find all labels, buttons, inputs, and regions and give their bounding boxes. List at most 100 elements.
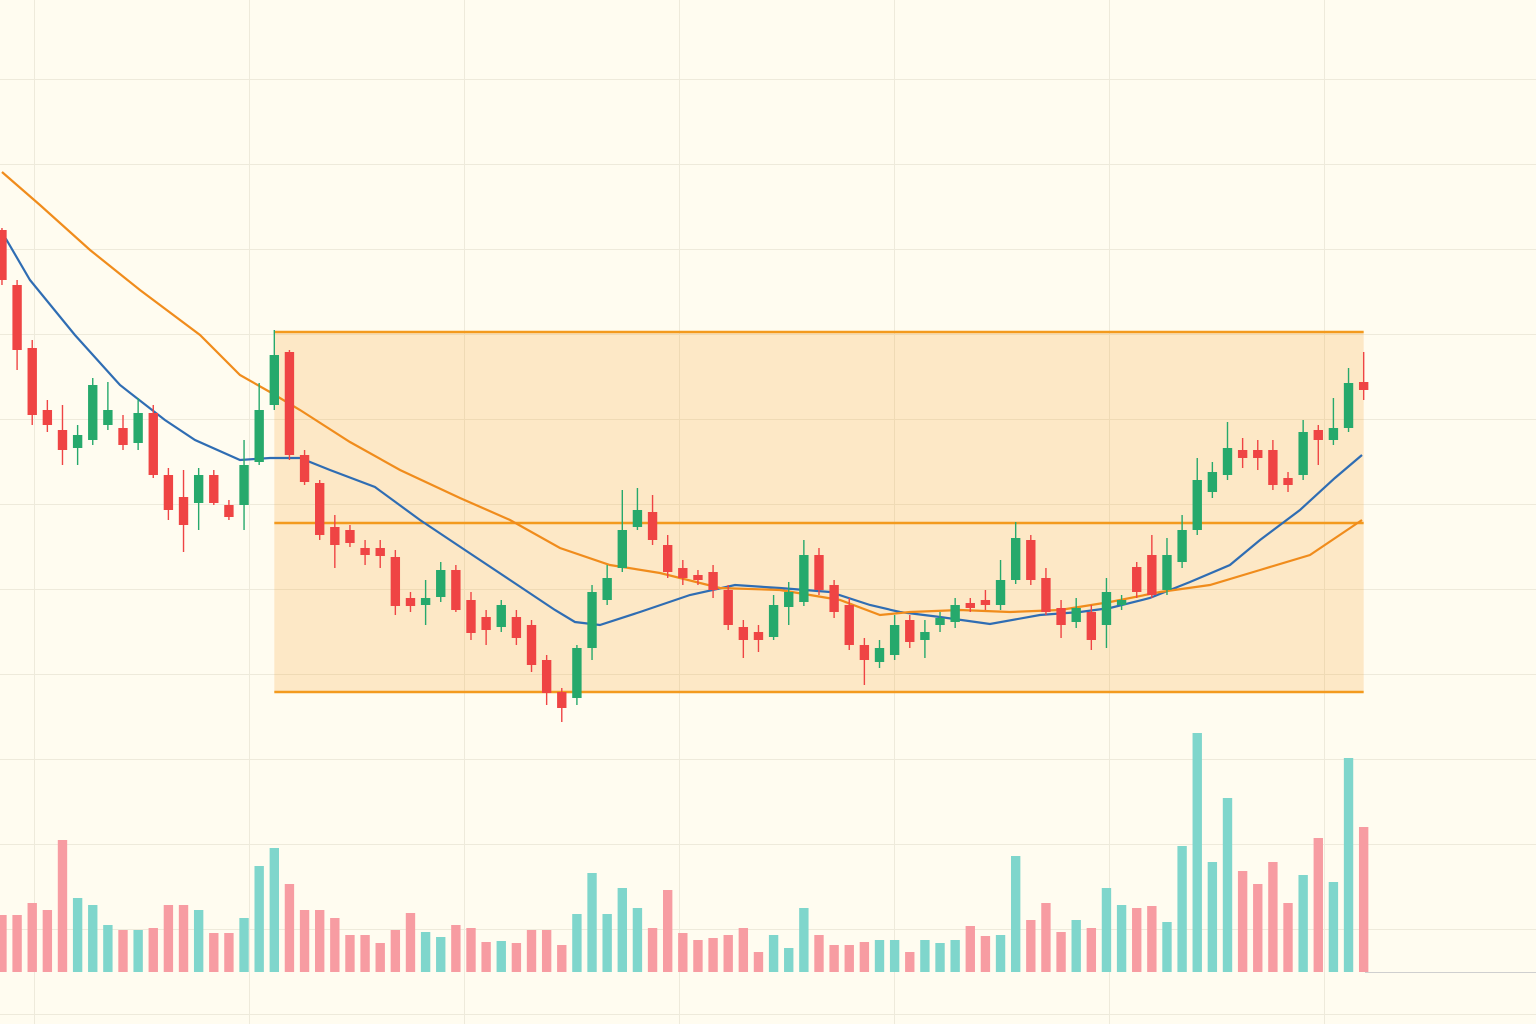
volume-bar [995, 935, 1006, 972]
candle-body [103, 410, 113, 425]
volume-bar [1253, 884, 1263, 972]
candle-body [118, 428, 128, 445]
candle-body [874, 648, 885, 662]
candle-body [315, 483, 325, 535]
volume-bar [299, 910, 310, 972]
volume-bar [345, 935, 355, 972]
volume-bar [330, 918, 340, 972]
candle-body [224, 505, 234, 517]
volume-bar [723, 935, 733, 972]
candle-body [345, 530, 355, 543]
candle-body [1343, 383, 1354, 428]
volume-bar [496, 941, 506, 972]
volume-bar [88, 905, 98, 972]
candle-body [284, 352, 295, 455]
volume-bar [829, 945, 839, 972]
volume-bar [1132, 908, 1142, 972]
volume-bar [1343, 758, 1354, 972]
volume-bar [935, 943, 945, 972]
volume-bar [572, 914, 582, 972]
candle-body [27, 348, 37, 415]
volume-bar [0, 915, 7, 972]
candle-body [88, 385, 98, 440]
candle-body [451, 570, 461, 610]
volume-bar [768, 935, 779, 972]
volume-bar [315, 910, 325, 972]
candle-body [905, 620, 915, 642]
volume-bar [103, 925, 113, 972]
volume-bar [1162, 922, 1172, 972]
candle-body [1026, 540, 1036, 580]
volume-bar [753, 952, 764, 972]
candle-body [829, 585, 839, 612]
volume-bar [12, 915, 22, 972]
volume-bar [1010, 856, 1021, 972]
candle-body [738, 627, 749, 640]
candle-body [647, 512, 658, 540]
candle-body [526, 625, 537, 665]
candle-body [360, 548, 370, 555]
candle-body [768, 605, 779, 637]
candle-body [1056, 608, 1066, 625]
volume-bar [662, 890, 673, 972]
volume-bar [980, 936, 991, 972]
candle-body [1222, 448, 1233, 475]
candle-body [557, 692, 567, 708]
volume-bar [254, 866, 264, 972]
volume-bar [390, 930, 401, 972]
candle-body [511, 617, 522, 638]
volume-bar [72, 898, 83, 972]
candle-body [1071, 608, 1081, 622]
volume-bar [436, 937, 446, 972]
moving-average-line [1, 171, 1363, 617]
candle-body [57, 430, 68, 450]
candle-body [1147, 555, 1157, 595]
volume-bar [148, 928, 158, 972]
volume-bar [163, 905, 174, 972]
candle-body [1162, 555, 1172, 590]
volume-bar [511, 943, 522, 972]
candle-body [753, 632, 764, 640]
moving-average-line [1, 231, 1363, 627]
volume-bar [708, 938, 718, 972]
volume-bar [1177, 846, 1187, 972]
volume-bar [420, 932, 431, 972]
candle-body [995, 580, 1006, 605]
volume-bar [738, 928, 749, 972]
volume-bar [1358, 827, 1369, 972]
candle-body [693, 575, 703, 580]
volume-bar [557, 945, 567, 972]
volume-bar [1298, 875, 1308, 972]
volume-bar [209, 933, 219, 972]
volume-bar [239, 918, 249, 972]
volume-bar [693, 940, 703, 972]
volume-bar [133, 930, 143, 972]
candle-body [163, 475, 174, 510]
candle-body [42, 410, 53, 425]
candle-body [1283, 478, 1293, 485]
volume-bar [224, 933, 234, 972]
candle-body [148, 413, 158, 475]
volume-bar [57, 840, 68, 972]
volume-bar [481, 942, 491, 972]
volume-bar [118, 930, 128, 972]
volume-bar [1207, 862, 1218, 972]
candle-body [209, 475, 219, 503]
candle-body [708, 572, 718, 590]
candle-body [799, 555, 809, 602]
candle-body [12, 285, 22, 350]
volume-bar [466, 928, 476, 972]
volume-bar [42, 910, 53, 972]
candle-body [72, 435, 83, 448]
volume-bar [526, 930, 537, 972]
candle-body [844, 605, 854, 645]
candle-body [1116, 600, 1127, 605]
volume-bar [647, 928, 658, 972]
candle-body [1268, 450, 1278, 485]
volume-bar [178, 905, 189, 972]
candle-body [481, 617, 491, 630]
candle-body [375, 548, 385, 556]
volume-bar [1313, 838, 1323, 972]
volume-bar [1071, 920, 1081, 972]
